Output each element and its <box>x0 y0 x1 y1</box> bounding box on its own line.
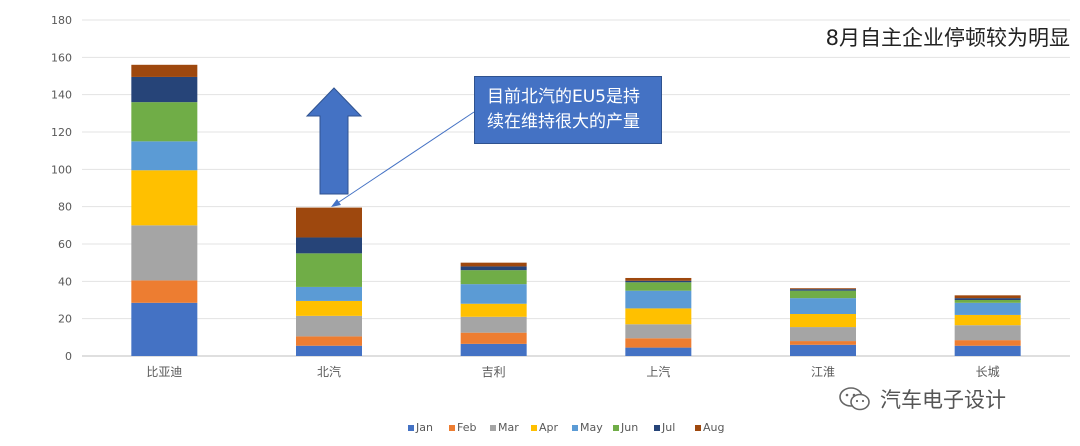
y-tick-label: 40 <box>58 275 72 288</box>
legend-label: Aug <box>703 421 724 434</box>
y-tick-label: 160 <box>51 51 72 64</box>
bar-segment <box>296 300 362 316</box>
callout-text-line1: 目前北汽的EU5是持 <box>487 87 640 107</box>
annotation-callout: 目前北汽的EU5是持 续在维持很大的产量 <box>474 76 662 144</box>
callout-pointer-head <box>331 199 341 207</box>
bar-segment <box>954 295 1021 299</box>
x-tick-label: 上汽 <box>646 364 670 379</box>
legend-label: Feb <box>457 421 476 434</box>
bar-segment <box>296 336 362 346</box>
y-tick-label: 20 <box>58 313 72 326</box>
y-axis-ticks: 0 20 40 60 80 100 120 140 160 180 <box>51 14 72 363</box>
x-axis-labels: 比亚迪 北汽 吉利 上汽 江淮 长城 <box>146 364 999 379</box>
bar-segment <box>131 170 198 226</box>
legend-label: Jul <box>661 421 675 434</box>
bar-segment <box>296 253 362 287</box>
bar-segment <box>460 343 527 356</box>
legend-label: Apr <box>539 421 559 434</box>
x-tick-label: 吉利 <box>482 365 506 379</box>
bar-segment <box>790 344 856 356</box>
bar-segment <box>460 262 527 267</box>
y-tick-label: 120 <box>51 126 72 139</box>
bar-segment <box>625 280 692 283</box>
y-tick-label: 60 <box>58 238 72 251</box>
bar-segment <box>625 347 692 356</box>
bar-segment <box>131 64 198 77</box>
bar-segment <box>296 207 362 238</box>
bar-segment <box>625 290 692 309</box>
bar-segment <box>131 225 198 281</box>
legend-swatch <box>531 425 537 431</box>
legend: Jan Feb Mar Apr May Jun Jul Aug <box>408 421 724 434</box>
x-tick-label: 江淮 <box>811 365 835 379</box>
bar-segment <box>790 327 856 342</box>
legend-swatch <box>695 425 701 431</box>
wechat-icon <box>839 387 870 411</box>
bar-segment <box>954 345 1021 356</box>
bar-segment <box>625 277 692 281</box>
legend-label: Mar <box>498 421 519 434</box>
bar-segment <box>131 280 198 303</box>
bar-segment <box>954 300 1021 303</box>
watermark: 汽车电子设计 <box>838 384 1006 414</box>
y-tick-label: 100 <box>51 163 72 176</box>
up-arrow-icon <box>305 87 363 195</box>
bar-segment <box>954 325 1021 341</box>
legend-swatch <box>408 425 414 431</box>
bar-segment <box>131 302 198 356</box>
bar-segment <box>460 266 527 271</box>
legend-swatch <box>572 425 578 431</box>
bar-segment <box>954 298 1021 300</box>
x-tick-label: 北汽 <box>317 364 341 379</box>
legend-swatch <box>654 425 660 431</box>
bar-segment <box>954 302 1021 315</box>
bar-segment <box>625 338 692 348</box>
bars <box>131 64 1021 356</box>
bar-segment <box>790 314 856 328</box>
y-tick-label: 0 <box>65 350 72 363</box>
legend-label: Jan <box>415 421 433 434</box>
bar-segment <box>296 237 362 254</box>
bar-segment <box>790 289 856 291</box>
legend-label: Jun <box>620 421 638 434</box>
legend-swatch <box>449 425 455 431</box>
bar-segment <box>460 303 527 317</box>
bar-segment <box>625 324 692 339</box>
bar-segment <box>460 270 527 285</box>
bar-segment <box>296 286 362 301</box>
y-tick-label: 180 <box>51 14 72 27</box>
legend-swatch <box>613 425 619 431</box>
gridlines <box>82 19 1070 357</box>
bar-segment <box>131 141 198 171</box>
bar-segment <box>790 341 856 345</box>
bar-segment <box>131 102 198 142</box>
bar-segment <box>625 308 692 325</box>
bar-segment <box>790 298 856 314</box>
legend-label: May <box>580 421 603 434</box>
bar-segment <box>296 315 362 337</box>
bar-segment <box>460 332 527 344</box>
bar-segment <box>954 340 1021 346</box>
bar-segment <box>625 282 692 291</box>
bar-segment <box>460 316 527 333</box>
x-tick-label: 长城 <box>976 365 1000 379</box>
bar-segment <box>460 284 527 304</box>
bar-segment <box>296 345 362 356</box>
callout-text-line2: 续在维持很大的产量 <box>487 112 640 132</box>
chart-title: 8月自主企业停顿较为明显 <box>825 26 1070 50</box>
bar-segment <box>954 314 1021 326</box>
x-tick-label: 比亚迪 <box>146 365 182 379</box>
legend-swatch <box>490 425 496 431</box>
callout-pointer-line <box>335 111 475 205</box>
bar-segment <box>790 290 856 299</box>
y-tick-label: 80 <box>58 201 72 214</box>
bar-segment <box>790 288 856 290</box>
watermark-text: 汽车电子设计 <box>880 388 1006 412</box>
y-tick-label: 140 <box>51 89 72 102</box>
bar-segment <box>131 76 198 103</box>
